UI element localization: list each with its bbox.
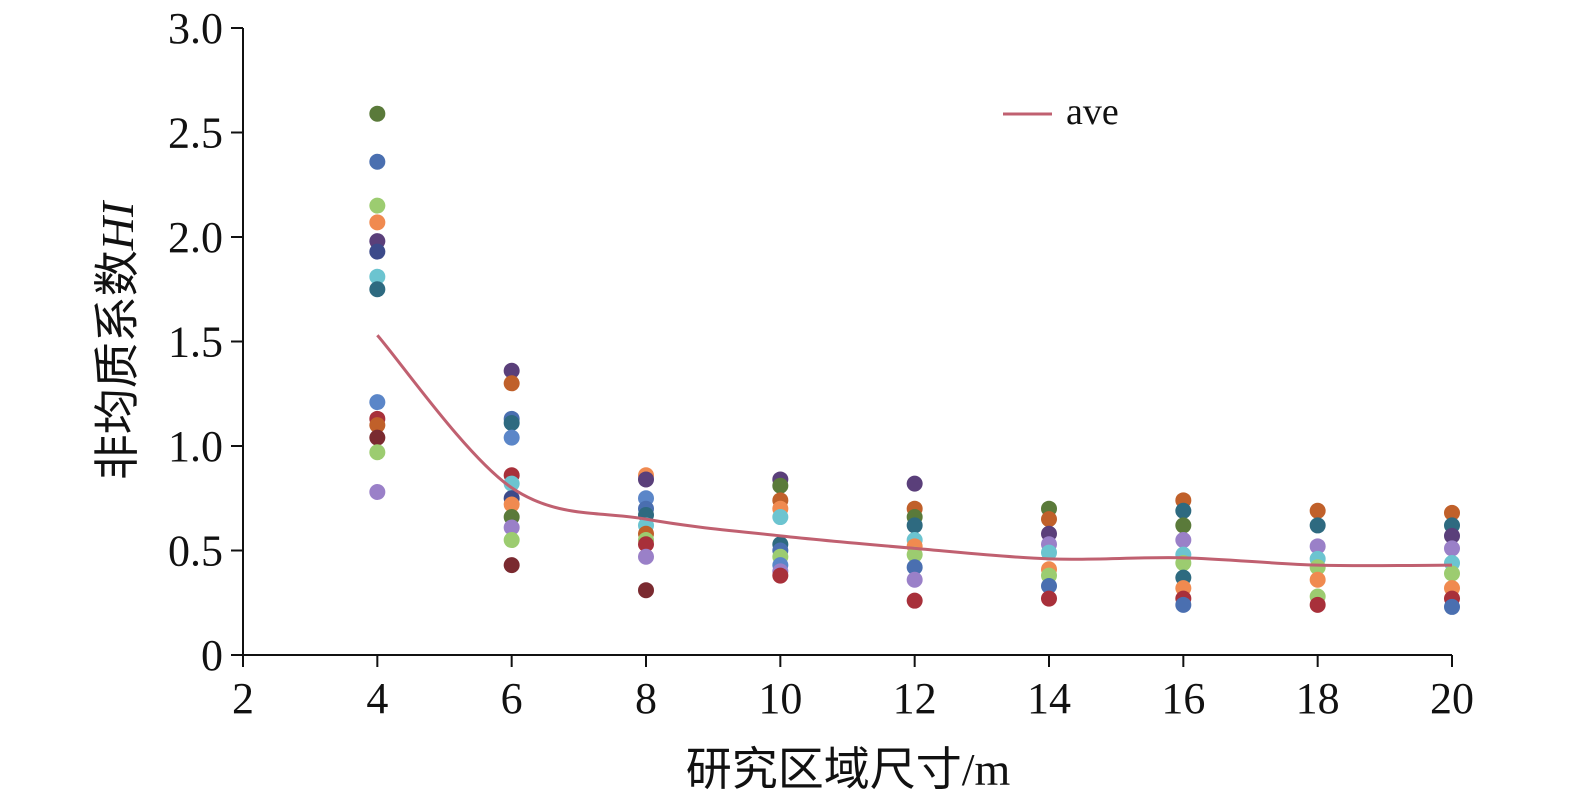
legend: ave [1003,91,1119,133]
svg-text:非均质系数HI: 非均质系数HI [92,199,143,480]
scatter-points [369,105,1460,615]
scatter-point [906,475,923,492]
scatter-point [503,519,520,536]
x-tick-label: 6 [501,674,523,723]
x-tick-label: 20 [1430,674,1474,723]
scatter-point [369,281,386,298]
y-tick-label: 0.5 [168,527,223,576]
scatter-point [369,417,386,434]
scatter-point [772,567,789,584]
x-axis-title: 研究区域尺寸/m [686,744,1011,795]
scatter-point [1444,565,1460,582]
y-tick-label: 2.0 [168,213,223,262]
scatter-point [638,582,654,599]
scatter-point [1175,502,1192,519]
scatter-point [369,105,386,122]
scatter-point [503,532,520,549]
axes [242,28,1452,656]
scatter-point [1041,544,1057,561]
scatter-point [772,477,789,494]
scatter-point [906,546,923,563]
scatter-point [503,429,520,446]
scatter-point [369,197,386,214]
tick-marks [231,27,1453,667]
scatter-point [1041,590,1057,607]
y-tick-label: 1.0 [168,422,223,471]
scatter-point [638,548,654,565]
scatter-point [1309,559,1326,576]
x-tick-label: 12 [893,674,937,723]
y-tick-label: 0 [201,631,223,680]
scatter-point [503,496,520,513]
scatter-point [369,153,386,170]
x-tick-label: 8 [635,674,657,723]
scatter-point [1444,527,1460,544]
scatter-point [369,394,386,411]
scatter-point [906,592,923,609]
scatter-point [503,475,520,492]
scatter-point [1309,502,1326,519]
legend-label-ave: ave [1066,91,1119,133]
scatter-point [1309,538,1326,555]
scatter-point [503,362,520,379]
scatter-point [503,557,520,574]
scatter-point [369,444,386,461]
scatter-point [1444,598,1460,615]
scatter-point [1175,532,1192,549]
scatter-point [1175,596,1192,613]
scatter-point [1041,578,1057,595]
scatter-point [638,536,654,553]
scatter-point [503,415,520,432]
x-tick-label: 14 [1027,674,1071,723]
ave-line [376,334,1453,568]
scatter-point [906,571,923,588]
scatter-point [369,243,386,260]
scatter-point [772,509,789,526]
y-tick-label: 3.0 [168,4,223,53]
scatter-point [1309,571,1326,588]
scatter-point [1444,504,1460,521]
y-tick-label: 2.5 [168,109,223,158]
scatter-point [1041,511,1057,528]
scatter-point [1309,517,1326,534]
x-tick-label: 2 [232,674,254,723]
y-tick-label: 1.5 [168,318,223,367]
scatter-point [369,429,386,446]
x-tick-label: 4 [366,674,388,723]
y-axis-title-main: 非均质系数 [92,250,143,480]
scatter-point [369,214,386,231]
scatter-point [1309,596,1326,613]
scatter-point [369,483,386,500]
scatter-point [1444,540,1460,557]
tick-labels: 0 0.5 1.0 1.5 2.0 2.5 3.0 2 4 6 8 10 12 14 16 18 20 [168,4,1474,723]
scatter-point [906,559,923,576]
scatter-point [906,517,923,534]
x-tick-label: 18 [1296,674,1340,723]
x-tick-label: 16 [1161,674,1205,723]
scatter-point [638,471,654,488]
scatter-point [503,375,520,392]
scatter-point [1175,517,1192,534]
x-tick-label: 10 [758,674,802,723]
y-axis-title: 非均质系数HI [92,199,143,480]
scatter-point [369,268,386,285]
y-axis-title-symbol: HI [92,199,143,251]
